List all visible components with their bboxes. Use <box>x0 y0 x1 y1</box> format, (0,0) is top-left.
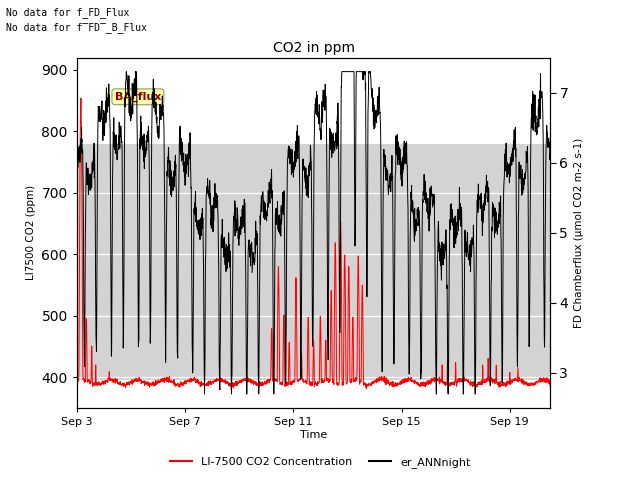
Y-axis label: LI7500 CO2 (ppm): LI7500 CO2 (ppm) <box>26 185 36 280</box>
Legend: LI-7500 CO2 Concentration, er_ANNnight: LI-7500 CO2 Concentration, er_ANNnight <box>165 452 475 472</box>
Text: No data for f_FD_Flux: No data for f_FD_Flux <box>6 7 130 18</box>
X-axis label: Time: Time <box>300 430 327 440</box>
Text: BA_flux: BA_flux <box>115 92 161 102</box>
Bar <box>77 144 550 380</box>
Title: CO2 in ppm: CO2 in ppm <box>273 41 355 55</box>
Y-axis label: FD Chamberflux (μmol CO2 m-2 s-1): FD Chamberflux (μmol CO2 m-2 s-1) <box>574 138 584 328</box>
Text: No data for f̅FD̅_B_Flux: No data for f̅FD̅_B_Flux <box>6 22 147 33</box>
